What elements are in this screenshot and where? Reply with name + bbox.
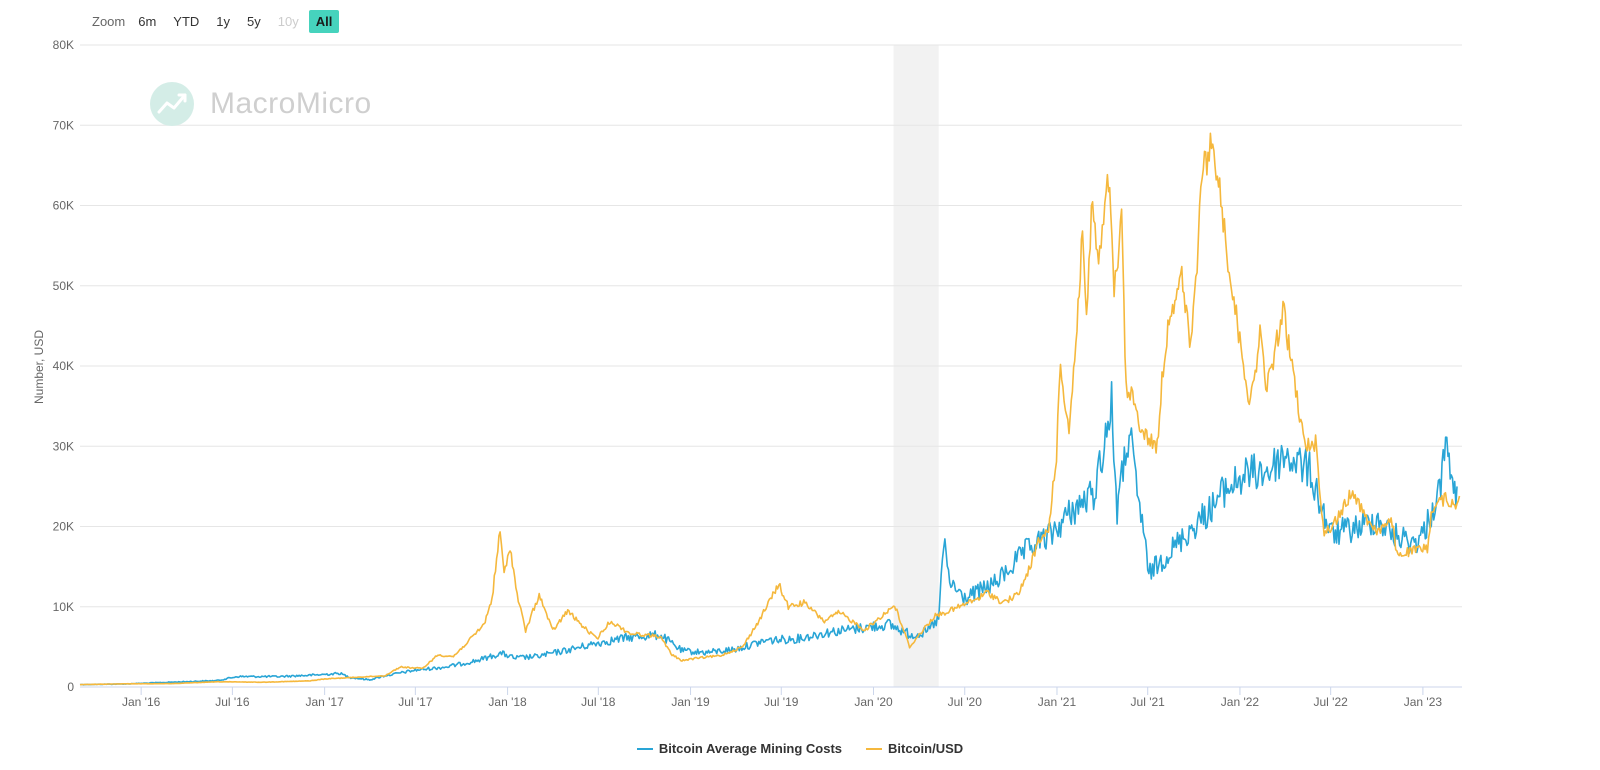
zoom-toolbar: Zoom 6m YTD 1y 5y 10y All [92,9,342,33]
series-line-mining-costs[interactable] [79,381,1458,686]
x-tick-label: Jan '23 [1404,695,1443,709]
x-tick-label: Jan '16 [122,695,161,709]
y-tick-label: 0 [67,680,74,694]
x-tick-label: Jan '22 [1221,695,1260,709]
x-tick-label: Jan '20 [854,695,893,709]
y-tick-label: 80K [53,38,74,52]
x-tick-label: Jul '22 [1314,695,1349,709]
x-tick-label: Jan '21 [1038,695,1077,709]
legend-label-mining-costs: Bitcoin Average Mining Costs [658,741,843,756]
zoom-1y-button[interactable]: 1y [216,13,231,29]
watermark: MacroMicro [150,82,372,126]
x-tick-label: Jul '17 [398,695,433,709]
x-tick-label: Jan '18 [488,695,527,709]
zoom-5y-button[interactable]: 5y [247,13,261,29]
y-tick-label: 70K [53,118,74,132]
x-tick-label: Jul '21 [1131,695,1166,709]
x-tick-label: Jan '19 [671,695,710,709]
zoom-10y-button[interactable]: 10y [277,13,299,29]
legend-item-mining-costs[interactable]: Bitcoin Average Mining Costs [636,741,843,756]
zoom-ytd-button[interactable]: YTD [173,13,200,29]
watermark-text: MacroMicro [210,87,372,120]
zoom-label: Zoom [92,13,126,29]
line-chart: 0 10K 20K 30K 40K 50K 60K 70K 80K Jan '16 Jul '16 J… [32,38,1462,709]
x-tick-label: Jul '16 [215,695,250,709]
legend-label-bitcoin-usd: Bitcoin/USD [888,741,964,756]
x-tick-label: Jan '17 [305,695,344,709]
y-tick-label: 40K [53,359,74,373]
legend-item-bitcoin-usd[interactable]: Bitcoin/USD [866,741,963,756]
y-tick-label: 10K [53,600,74,614]
legend-swatch-mining-costs [636,747,653,750]
series-line-bitcoin-usd[interactable] [79,132,1461,686]
chart-legend: Bitcoin Average Mining Costs Bitcoin/USD [0,741,1600,756]
zoom-all-button[interactable]: All [308,9,340,33]
macromicro-logo-icon [150,82,194,126]
y-tick-label: 60K [53,199,74,213]
x-tick-label: Jul '20 [948,695,983,709]
zoom-6m-button[interactable]: 6m [138,13,157,29]
x-tick-label: Jul '18 [581,695,616,709]
y-tick-label: 50K [53,279,74,293]
y-tick-label: 20K [53,520,74,534]
legend-swatch-bitcoin-usd [866,747,883,750]
x-tick-label: Jul '19 [764,695,799,709]
y-axis-label: Number, USD [32,330,46,404]
y-tick-label: 30K [53,439,74,453]
